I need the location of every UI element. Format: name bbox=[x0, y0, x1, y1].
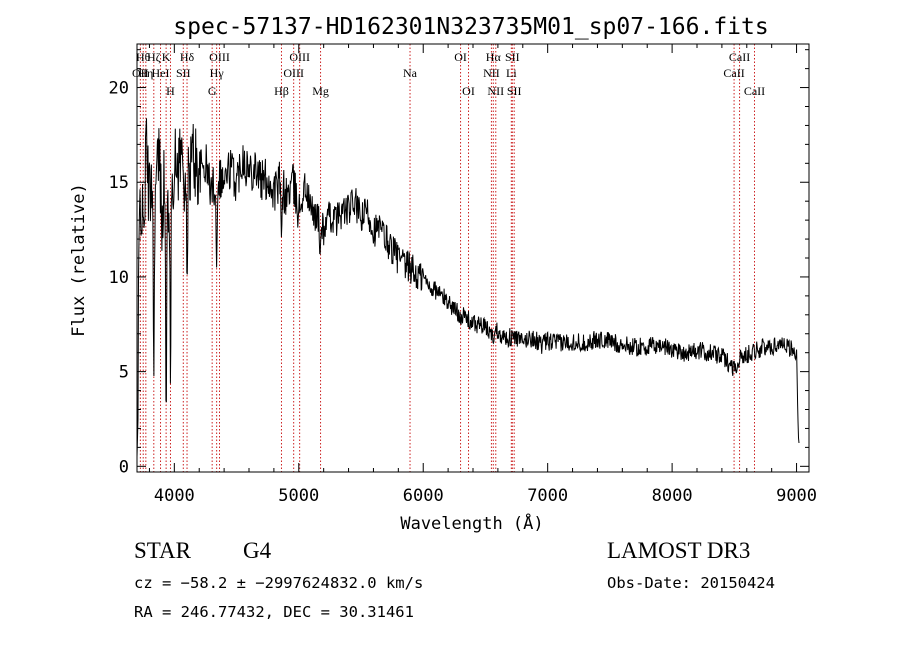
y-tick-label-3: 15 bbox=[109, 173, 129, 193]
line-marker-label-24: SII bbox=[507, 84, 522, 98]
x-axis-label: Wavelength (Å) bbox=[400, 512, 543, 534]
line-marker-label-7: SII bbox=[176, 66, 191, 80]
y-axis-ticks: 0 5 10 15 20 bbox=[109, 49, 809, 477]
line-marker-label-8: Hδ bbox=[180, 50, 195, 64]
line-marker-label-15: Mg bbox=[312, 84, 329, 98]
line-marker-label-13: OIII bbox=[283, 66, 304, 80]
y-tick-label-4: 20 bbox=[109, 79, 129, 99]
line-marker-label-17: OI bbox=[454, 50, 467, 64]
line-marker-label-12: Hβ bbox=[274, 84, 289, 98]
coordinates: RA = 246.77432, DEC = 30.31461 bbox=[134, 603, 414, 621]
line-marker-label-18: OI bbox=[462, 84, 475, 98]
line-marker-label-2: Hη bbox=[138, 66, 153, 80]
line-marker-label-22: Li bbox=[506, 66, 517, 80]
line-marker-label-5: K bbox=[162, 50, 171, 64]
x-tick-label-1: 5000 bbox=[278, 486, 319, 506]
chart-title: spec-57137-HD162301N323735M01_sp07-166.f… bbox=[173, 14, 768, 40]
object-subclass: G4 bbox=[243, 538, 272, 563]
line-marker-label-3: Hζ bbox=[147, 50, 161, 64]
line-marker-label-27: CaII bbox=[744, 84, 765, 98]
line-marker-label-14: OIII bbox=[289, 50, 310, 64]
line-marker-label-11: OIII bbox=[209, 50, 230, 64]
plot-frame bbox=[136, 43, 810, 473]
redshift-line: cz = −58.2 ± −2997624832.0 km/s bbox=[134, 574, 424, 592]
object-class: STAR bbox=[134, 538, 191, 563]
line-marker-label-9: G bbox=[208, 84, 217, 98]
line-markers bbox=[139, 44, 755, 472]
spectrum-line bbox=[136, 118, 800, 457]
line-marker-label-23: SII bbox=[505, 50, 520, 64]
line-marker-labels: OIIHθHηHζHeIKHSIIHδGHγOIIIHβOIIIOIIIMgNa… bbox=[132, 50, 765, 98]
line-marker-label-21: NII bbox=[487, 84, 504, 98]
y-tick-label-0: 0 bbox=[119, 457, 129, 477]
x-tick-label-4: 8000 bbox=[652, 486, 693, 506]
line-marker-label-1: Hθ bbox=[136, 50, 151, 64]
line-marker-label-6: H bbox=[166, 84, 175, 98]
x-tick-label-2: 6000 bbox=[403, 486, 444, 506]
y-axis-label: Flux (relative) bbox=[69, 183, 89, 337]
line-marker-label-16: Na bbox=[403, 66, 418, 80]
line-marker-label-26: CaII bbox=[729, 50, 750, 64]
x-axis-ticks: 4000 5000 6000 7000 8000 9000 bbox=[148, 44, 817, 506]
x-tick-label-5: 9000 bbox=[776, 486, 817, 506]
x-tick-label-3: 7000 bbox=[527, 486, 568, 506]
line-marker-label-10: Hγ bbox=[210, 66, 225, 80]
y-tick-label-1: 5 bbox=[119, 363, 129, 383]
x-tick-label-0: 4000 bbox=[154, 486, 195, 506]
line-marker-label-19: NII bbox=[483, 66, 500, 80]
observation-date: Obs-Date: 20150424 bbox=[607, 574, 775, 592]
line-marker-label-0: OII bbox=[132, 66, 149, 80]
survey-name: LAMOST DR3 bbox=[607, 538, 751, 563]
line-marker-label-20: Hα bbox=[486, 50, 502, 64]
line-marker-label-25: CaII bbox=[723, 66, 744, 80]
y-tick-label-2: 10 bbox=[109, 268, 129, 288]
line-marker-label-4: HeI bbox=[152, 66, 170, 80]
